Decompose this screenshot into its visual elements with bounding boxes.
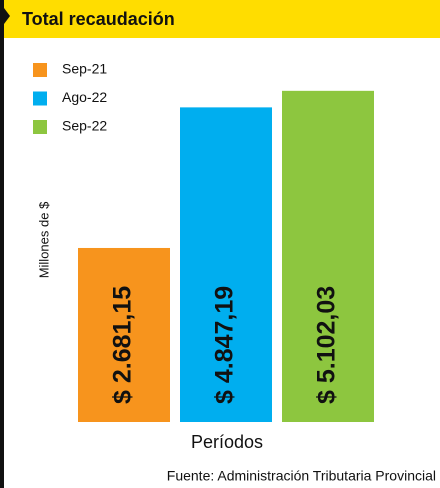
value-label: $ 5.102,03: [313, 286, 341, 404]
source-note: Fuente: Administración Tributaria Provin…: [167, 468, 436, 484]
bar: [180, 107, 272, 423]
legend-swatch: [33, 63, 47, 77]
x-axis-label: Períodos: [191, 432, 263, 452]
left-border: [0, 0, 4, 488]
value-label: $ 4.847,19: [211, 286, 239, 404]
bar: [78, 247, 170, 422]
chart-title: Total recaudación: [22, 9, 175, 29]
legend-swatch: [33, 91, 47, 106]
legend-label: Ago-22: [62, 89, 107, 105]
header-marker: [4, 8, 10, 24]
legend-label: Sep-21: [62, 61, 107, 77]
header-band: [0, 0, 440, 38]
y-axis-label: Millones de $: [36, 201, 51, 278]
legend-swatch: [33, 120, 47, 134]
value-label: $ 2.681,15: [109, 286, 137, 404]
bar: [282, 90, 374, 422]
legend-label: Sep-22: [62, 118, 107, 134]
